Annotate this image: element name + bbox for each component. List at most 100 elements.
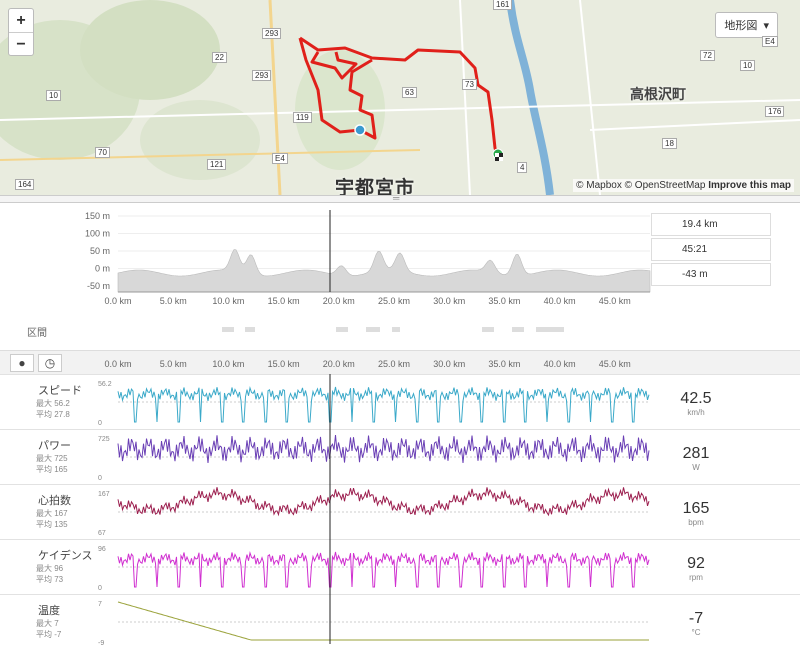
- distance-x-tick: 10.0 km: [212, 359, 244, 369]
- segment-bar[interactable]: [482, 327, 494, 332]
- segment-bar[interactable]: [512, 327, 524, 332]
- segment-bar[interactable]: [536, 327, 564, 332]
- elevation-x-tick: 15.0 km: [268, 296, 300, 306]
- elevation-chart[interactable]: 150 m 100 m 50 m 0 m -50 m 0.0 km 5.0 km 10.0 k…: [0, 205, 800, 315]
- osm-link[interactable]: © OpenStreetMap: [624, 180, 706, 191]
- mapbox-link[interactable]: © Mapbox: [576, 180, 622, 191]
- elevation-x-tick: 5.0 km: [160, 296, 187, 306]
- elevation-area: [117, 249, 651, 293]
- elevation-x-tick: 20.0 km: [323, 296, 355, 306]
- road-number-label: 4: [517, 162, 528, 173]
- city-label: 宇都宮市: [335, 178, 416, 195]
- distance-x-tick: 20.0 km: [323, 359, 355, 369]
- zoom-in-button[interactable]: +: [16, 12, 26, 29]
- stat-time: 45:21: [651, 238, 771, 261]
- metric-unit: W: [692, 463, 700, 472]
- segment-bar[interactable]: [222, 327, 234, 332]
- distance-x-tick: 35.0 km: [488, 359, 520, 369]
- metric-current-value: 281 W: [651, 445, 741, 472]
- road-number-label: E4: [272, 153, 288, 164]
- road-number-label: 10: [740, 60, 755, 71]
- clock-icon[interactable]: ◷: [38, 354, 62, 372]
- metric-bottom-tick: 0: [98, 420, 102, 427]
- distance-x-tick: 40.0 km: [544, 359, 576, 369]
- segment-bar[interactable]: [336, 327, 348, 332]
- road-number-label: 10: [46, 90, 61, 101]
- metric-row-divider: [0, 374, 800, 375]
- town-label: 高根沢町: [630, 86, 686, 102]
- resize-handle[interactable]: ═: [0, 193, 800, 203]
- zoom-out-button[interactable]: −: [9, 32, 33, 55]
- metric-row-divider: [0, 484, 800, 485]
- segment-bar[interactable]: [392, 327, 400, 332]
- metric-label: ケイデンス 最大 96 平均 73: [4, 547, 94, 585]
- caret-down-icon: ▾: [760, 20, 769, 32]
- metric-label: スピード 最大 56.2 平均 27.8: [4, 382, 94, 420]
- metric-max: 最大 725: [36, 454, 68, 463]
- elevation-x-tick: 45.0 km: [599, 296, 631, 306]
- zoom-control: + −: [8, 8, 34, 56]
- distance-x-tick: 15.0 km: [268, 359, 300, 369]
- distance-x-tick: 5.0 km: [160, 359, 187, 369]
- metric-name: 温度: [38, 605, 60, 617]
- metric-row-divider: [0, 429, 800, 430]
- distance-x-tick: 25.0 km: [378, 359, 410, 369]
- road-number-label: 176: [765, 106, 785, 117]
- metric-top-tick: 56.2: [98, 381, 112, 388]
- map-type-dropdown[interactable]: 地形図 ▾: [715, 12, 778, 38]
- elevation-x-tick: 25.0 km: [378, 296, 410, 306]
- road-number-label: 121: [207, 159, 227, 170]
- metric-bottom-tick: 67: [98, 530, 106, 537]
- metric-trace: [117, 435, 650, 463]
- distance-x-tick: 45.0 km: [599, 359, 631, 369]
- elevation-stats: 19.4 km 45:21 -43 m: [651, 213, 771, 288]
- metric-bottom-tick: 0: [98, 585, 102, 592]
- map-attribution: © Mapbox © OpenStreetMap Improve this ma…: [573, 179, 794, 192]
- metric-avg: 平均 -7: [36, 630, 62, 639]
- elevation-x-tick: 40.0 km: [544, 296, 576, 306]
- road-number-label: 293: [262, 28, 282, 39]
- road-number-label: 119: [293, 112, 312, 123]
- metric-unit: bpm: [688, 518, 704, 527]
- metric-value: 42.5: [680, 390, 712, 407]
- road-number-label: 22: [212, 52, 227, 63]
- metric-max: 最大 7: [36, 619, 59, 628]
- metric-trace: [117, 601, 649, 641]
- segments-track[interactable]: [0, 322, 800, 342]
- metric-current-value: -7 °C: [651, 610, 741, 637]
- map-canvas: [0, 0, 800, 195]
- road-number-label: 164: [15, 179, 35, 190]
- metric-charts[interactable]: 56.2 0 725 0 167 67 96 0 7 -9: [0, 374, 800, 649]
- road-number-label: 73: [462, 79, 477, 90]
- segments-label: 区間: [27, 328, 47, 339]
- road-number-label: 72: [700, 50, 715, 61]
- metric-current-value: 42.5 km/h: [651, 390, 741, 417]
- route-map[interactable]: + − 地形図 ▾ 高根沢町 宇都宮市 293 22 119 63 73 E4 10 70 12…: [0, 0, 800, 195]
- metric-trace: [117, 487, 650, 517]
- metric-top-tick: 725: [98, 436, 110, 443]
- metric-max: 最大 96: [36, 564, 64, 573]
- metric-current-value: 165 bpm: [651, 500, 741, 527]
- improve-map-link[interactable]: Improve this map: [708, 180, 791, 191]
- elevation-x-tick: 30.0 km: [433, 296, 465, 306]
- segment-bar[interactable]: [366, 327, 380, 332]
- distance-axis: 0.0 km 5.0 km 10.0 km 15.0 km 20.0 km 25.0 km…: [104, 359, 631, 369]
- stat-distance: 19.4 km: [651, 213, 771, 236]
- elevation-x-tick: 0.0 km: [104, 296, 131, 306]
- chart-controls: ● ◷: [0, 350, 800, 374]
- metric-row-divider: [0, 539, 800, 540]
- segment-bar[interactable]: [245, 327, 255, 332]
- metric-name: ケイデンス: [38, 550, 93, 562]
- location-pin-icon[interactable]: ●: [10, 354, 34, 372]
- metric-value: -7: [688, 610, 704, 627]
- metric-current-value: 92 rpm: [651, 555, 741, 582]
- elevation-y-tick: 0 m: [95, 264, 110, 274]
- metric-bottom-tick: 0: [98, 475, 102, 482]
- distance-x-tick: 30.0 km: [433, 359, 465, 369]
- metric-bottom-tick: -9: [98, 640, 104, 647]
- distance-x-tick: 0.0 km: [104, 359, 131, 369]
- road-number-label: 70: [95, 147, 110, 158]
- elevation-y-tick: 150 m: [85, 211, 110, 221]
- metric-label: パワー 最大 725 平均 165: [4, 437, 94, 475]
- metric-value: 281: [682, 445, 710, 462]
